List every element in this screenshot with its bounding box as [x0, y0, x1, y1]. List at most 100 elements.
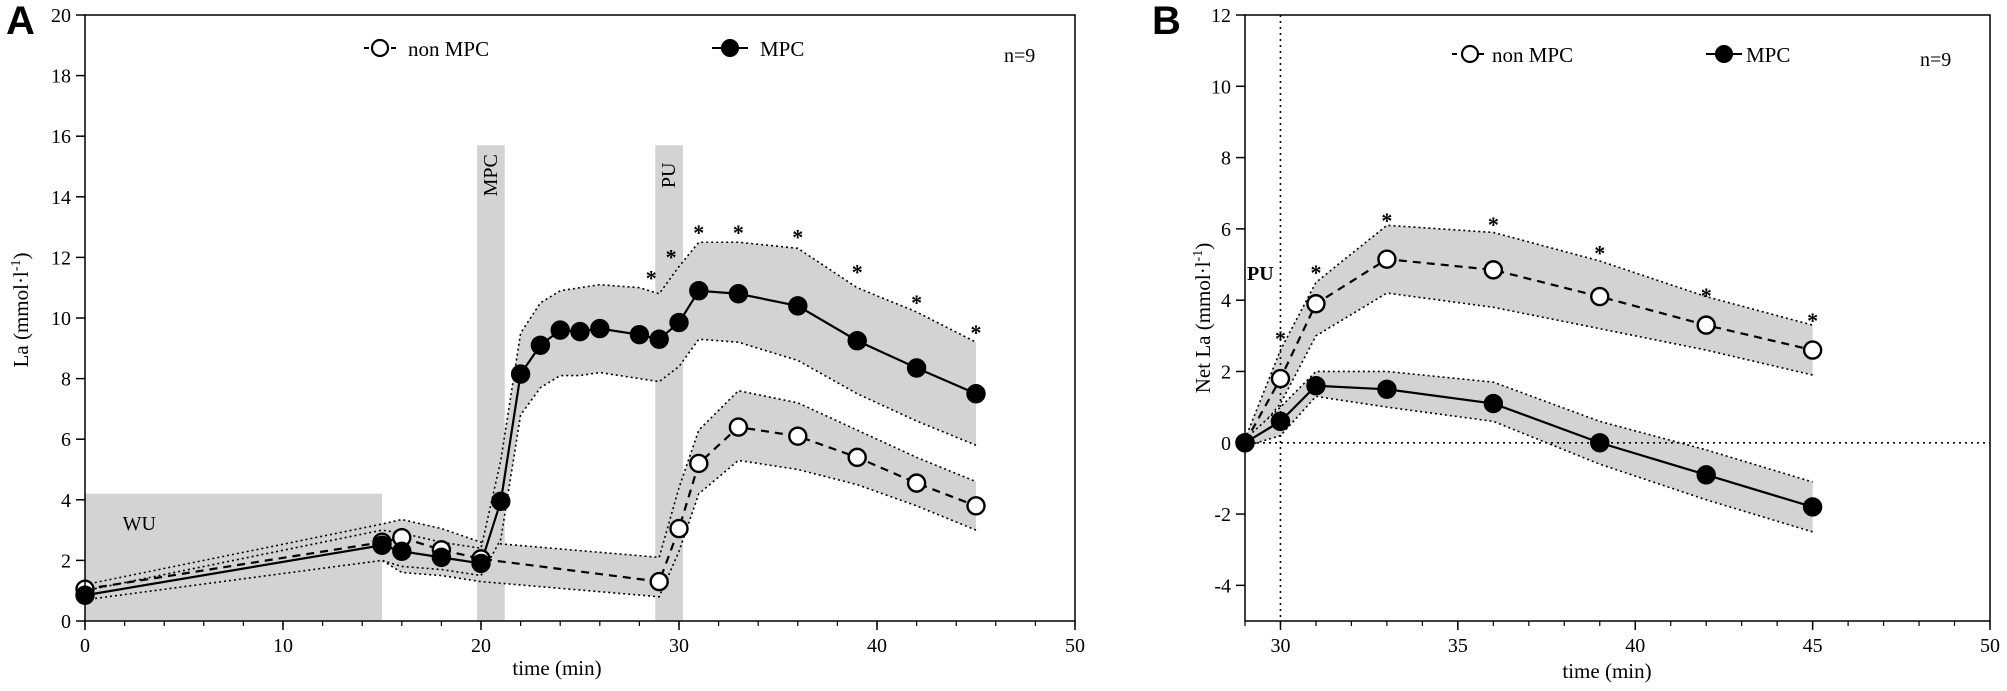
y-tick-label-b: 10 [1211, 76, 1231, 98]
y-tick-label-b: -2 [1214, 504, 1231, 526]
sd-band-upper-non-mpc-b [1244, 224, 1813, 440]
significance-star-a: * [911, 290, 922, 315]
x-tick-label-b: 45 [1803, 635, 1823, 657]
data-point-mpc-a [847, 331, 867, 351]
panel-letter-a: A [6, 0, 35, 43]
significance-star-b: * [1807, 308, 1818, 333]
data-point-mpc-a [629, 324, 650, 345]
x-tick-label-b: 35 [1448, 635, 1468, 657]
legend-a: non MPC MPC [364, 37, 804, 61]
data-point-non-mpc-b [1306, 294, 1326, 314]
data-point-mpc-a [570, 321, 590, 342]
region-label-pu: PU [658, 162, 680, 188]
data-point-non-mpc-b [1590, 286, 1610, 307]
data-point-non-mpc-a [906, 473, 927, 493]
legend-filled-marker-b [1715, 45, 1733, 63]
data-point-mpc-a [966, 384, 986, 404]
y-tick-label-b: 4 [1221, 290, 1231, 312]
data-point-mpc-a [689, 281, 709, 301]
significance-star-b: * [1381, 208, 1392, 233]
data-point-mpc-b [1377, 379, 1397, 399]
n-label-a: n=9 [1004, 45, 1035, 67]
y-tick-label-a: 12 [51, 247, 71, 269]
data-point-mpc-a [728, 284, 749, 304]
significance-star-a: * [666, 244, 677, 269]
data-point-non-mpc-b [1802, 340, 1823, 360]
data-point-mpc-b [1270, 411, 1291, 432]
y-tick-label-b: 12 [1211, 5, 1231, 27]
y-tick-label-a: 8 [61, 369, 71, 391]
y-tick-label-b: 6 [1221, 219, 1231, 241]
region-label-wu: WU [123, 513, 157, 535]
x-tick-label-b: 50 [1980, 635, 2000, 657]
x-axis-label-b: time (min) [1562, 659, 1651, 683]
sd-band-mpc-a [85, 242, 976, 600]
data-point-mpc-a [510, 364, 531, 384]
data-point-non-mpc-a [788, 426, 808, 446]
n-label-b: n=9 [1920, 49, 1951, 71]
data-point-non-mpc-b [1270, 368, 1291, 389]
y-tick-label-b: 8 [1221, 148, 1231, 170]
data-point-non-mpc-b [1483, 260, 1504, 280]
legend-label-mpc-b: MPC [1746, 43, 1790, 67]
x-tick-label-a: 0 [80, 635, 90, 657]
y-tick-label-a: 10 [51, 308, 71, 330]
x-tick-label-a: 50 [1065, 635, 1085, 657]
data-point-mpc-b [1590, 433, 1610, 453]
data-point-non-mpc-b [1696, 315, 1716, 335]
x-tick-label-a: 40 [867, 635, 887, 657]
y-tick-label-a: 18 [51, 66, 71, 88]
data-point-non-mpc-a [728, 417, 749, 437]
data-point-mpc-a [471, 553, 491, 574]
sd-band-lower-non-mpc-b [1244, 292, 1813, 447]
panel-b: 30 35 40 45 50 -4 -2 0 2 4 6 8 10 12 * * * * * * * B n=9 PU… [1152, 0, 2000, 683]
plot-frame-b [1244, 14, 1991, 622]
data-point-mpc-b [1483, 393, 1504, 414]
data-point-mpc-a [649, 329, 669, 349]
y-tick-label-a: 4 [61, 490, 71, 512]
data-point-mpc-a [431, 547, 452, 568]
y-axis-label-b: Net La (mmol·l-1) [1191, 243, 1215, 393]
x-axis-label-a: time (min) [512, 656, 601, 680]
data-point-non-mpc-b [1377, 249, 1397, 269]
panel-a: 0 10 20 30 40 50 0 2 4 6 8 10 12 14 16 18 20 WU MPC PU * * * *… [6, 0, 1085, 680]
x-tick-label-a: 20 [471, 635, 491, 657]
sd-band-non-mpc-b [1245, 225, 1813, 447]
significance-star-a: * [792, 225, 803, 250]
data-point-non-mpc-a [847, 447, 867, 468]
region-label-mpc: MPC [480, 154, 502, 196]
x-tick-label-a: 30 [669, 635, 689, 657]
legend-label-mpc-a: MPC [760, 37, 804, 61]
pu-label-b: PU [1247, 263, 1274, 285]
y-tick-label-b: 2 [1221, 361, 1231, 383]
y-tick-label-a: 0 [61, 611, 71, 633]
data-point-mpc-a [788, 296, 808, 316]
y-tick-label-b: 0 [1221, 433, 1231, 455]
data-point-mpc-b [1802, 497, 1823, 517]
data-point-mpc-a [669, 312, 689, 333]
y-tick-label-a: 14 [51, 187, 71, 209]
x-tick-label-a: 10 [273, 635, 293, 657]
y-tick-label-a: 2 [61, 550, 71, 572]
significance-star-b: * [1488, 212, 1499, 237]
legend-b: non MPC MPC [1452, 43, 1790, 67]
data-point-mpc-a [906, 358, 927, 378]
data-point-mpc-a [550, 320, 570, 340]
legend-open-marker-a [370, 38, 390, 58]
legend-filled-marker-a [721, 39, 739, 57]
significance-star-a: * [852, 260, 863, 285]
data-point-mpc-b [1696, 465, 1716, 485]
y-tick-label-a: 20 [51, 5, 71, 27]
data-point-mpc-a [372, 535, 392, 555]
y-tick-label-a: 16 [51, 126, 71, 148]
significance-star-b: * [1310, 260, 1321, 285]
data-point-non-mpc-a [649, 571, 669, 592]
significance-star-a: * [693, 220, 704, 245]
legend-open-marker-b [1460, 44, 1480, 64]
data-point-non-mpc-a [669, 518, 689, 539]
sd-band-upper-mpc-b [1244, 370, 1813, 483]
sd-band-lower-mpc-b [1244, 395, 1813, 533]
significance-star-a: * [971, 320, 982, 345]
data-point-mpc-a [530, 335, 551, 355]
